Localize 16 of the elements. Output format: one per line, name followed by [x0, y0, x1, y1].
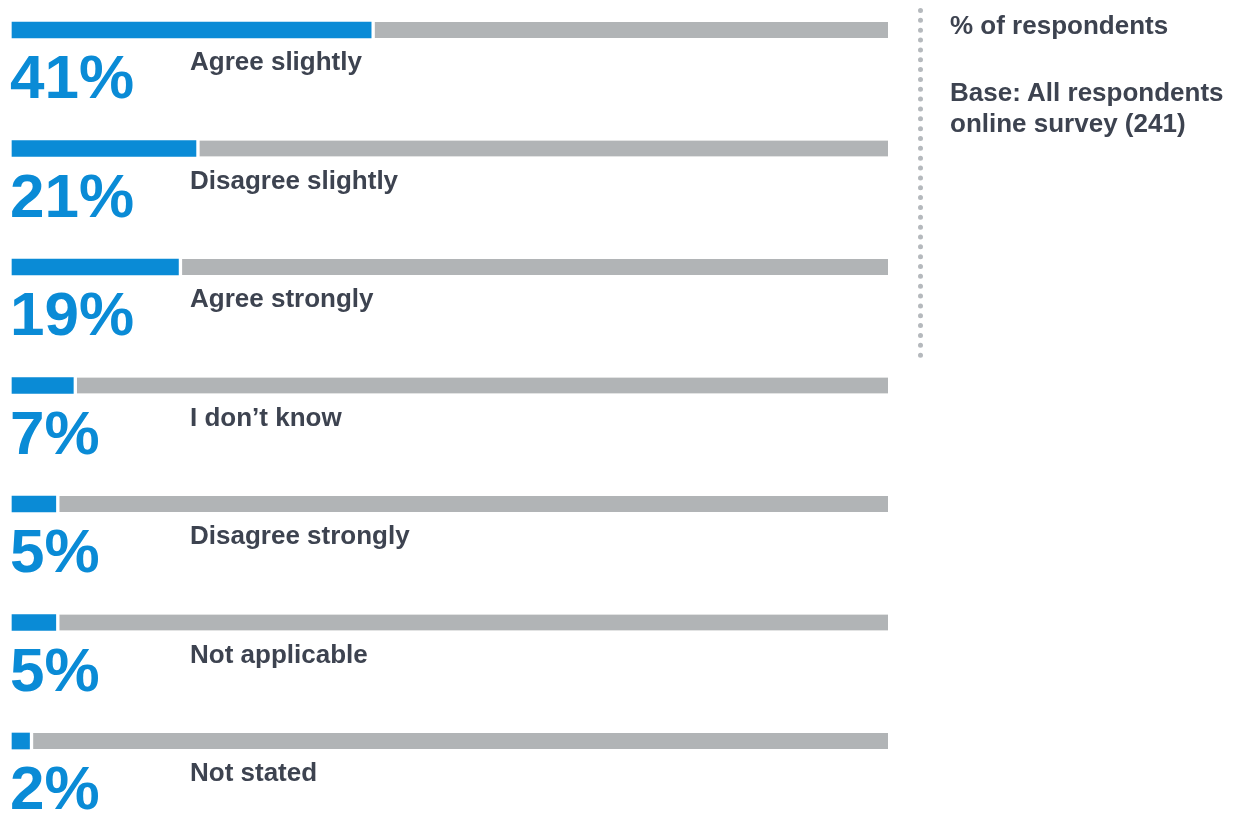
- y-tick-label: Agree strongly: [190, 283, 375, 313]
- y-tick-label: Disagree slightly: [190, 164, 399, 195]
- data-label: 7%: [10, 397, 100, 467]
- y-tick-label: I don’t know: [190, 401, 343, 432]
- y-tick-label: Not applicable: [190, 638, 368, 669]
- y-tick-label: Agree slightly: [190, 46, 363, 76]
- data-label: 21%: [10, 160, 135, 230]
- data-label: 41%: [10, 42, 135, 111]
- text: Base: All respondents online survey (241): [950, 77, 1225, 139]
- data-label: 5%: [10, 516, 100, 585]
- text: % of respondents: [950, 10, 1170, 41]
- y-tick-label: Disagree strongly: [190, 520, 411, 550]
- data-label: 2%: [10, 753, 100, 814]
- data-label: 5%: [10, 634, 100, 704]
- y-tick-label: Not stated: [190, 757, 318, 787]
- data-label: 19%: [10, 279, 135, 348]
